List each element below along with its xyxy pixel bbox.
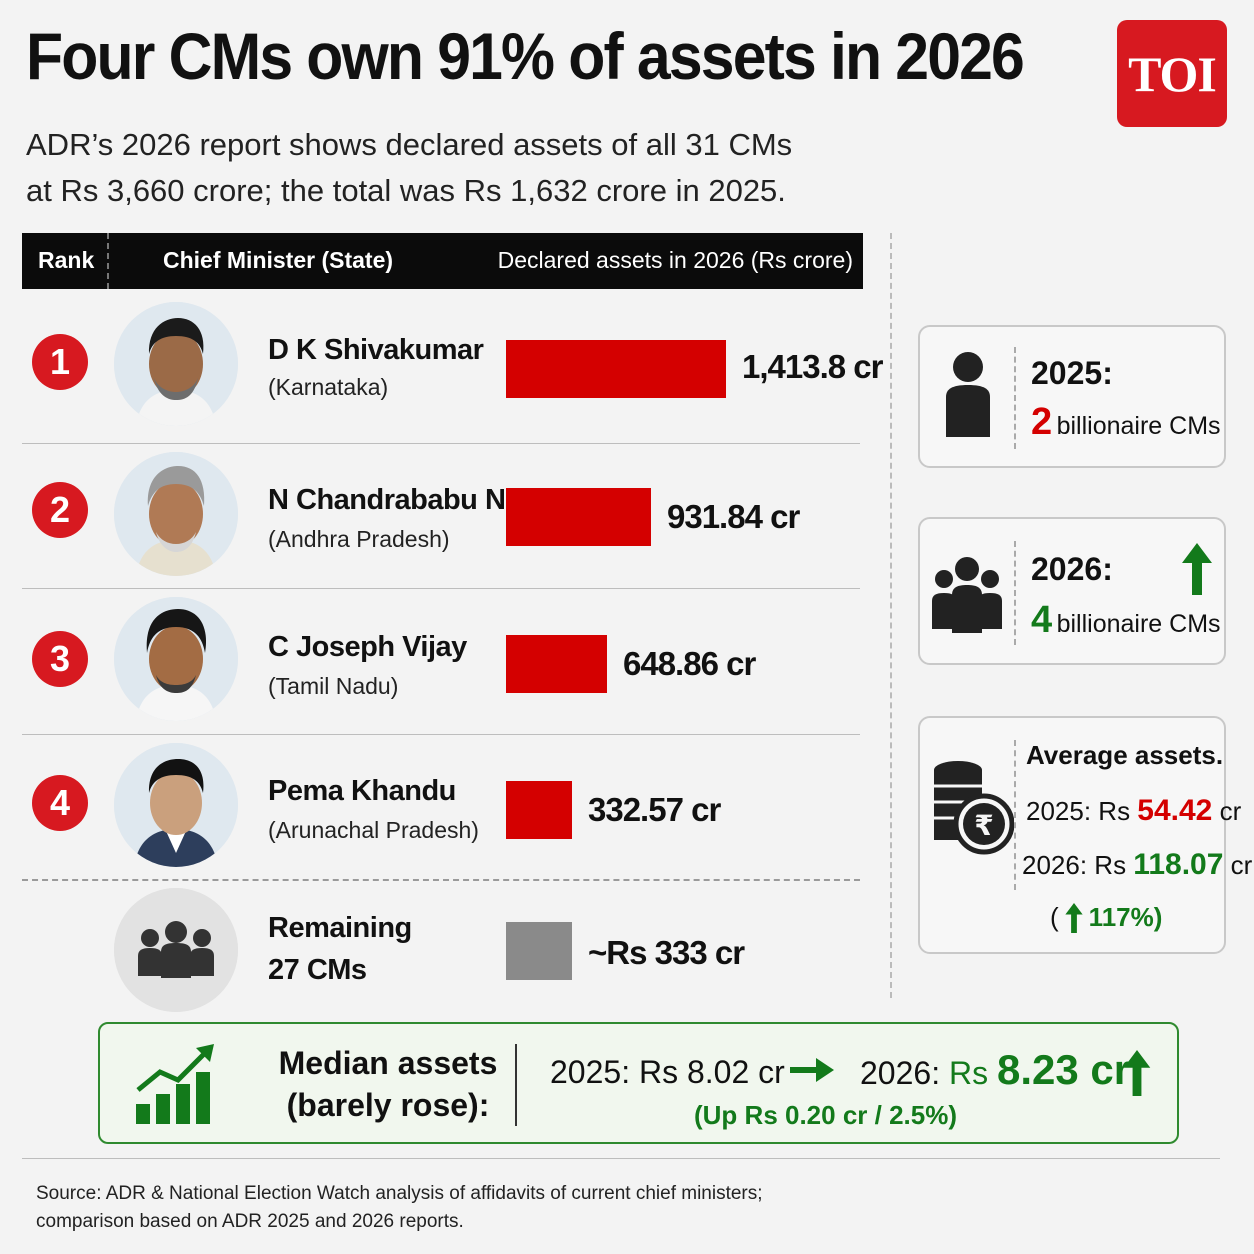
rank-badge: 4 [32,775,88,831]
up-arrow-icon [1065,902,1083,933]
cm-state: (Tamil Nadu) [268,673,399,699]
table-row: 3 C Joseph Vijay (Tamil Nadu) 648.86 cr [22,589,860,735]
cm-name: C Joseph Vijay [268,631,467,663]
remaining-line-2: 27 CMs [268,954,367,986]
card-year: 2025: [1031,355,1113,391]
billionaire-label: billionaire CMs [1056,412,1221,440]
svg-text:₹: ₹ [974,809,993,842]
cm-name: Pema Khandu [268,775,456,807]
average-2026-prefix: 2026: Rs [1022,850,1134,880]
group-avatar [114,888,238,1012]
cm-name: D K Shivakumar [268,334,484,366]
table-row-remaining: Remaining 27 CMs ~Rs 333 cr [22,882,860,1012]
average-change: ( 117%) [1050,902,1162,933]
table-header: Rank Chief Minister (State) Declared ass… [22,233,863,289]
cm-state: (Andhra Pradesh) [268,526,450,552]
right-arrow-icon [790,1058,834,1082]
median-change: (Up Rs 0.20 cr / 2.5%) [694,1100,957,1130]
median-2026-prefix: Rs [948,1055,997,1091]
card-billionaires-2025: 2025: 2 billionaire CMs [918,325,1226,468]
table-row: 2 N Chandrababu Naidu (Andhra Pradesh) 9… [22,444,860,589]
avatar [114,452,238,576]
billionaire-count: 2 [1031,401,1053,443]
bar-naidu [506,488,651,546]
coins-rupee-icon: ₹ [934,761,1014,855]
card-divider [1014,740,1016,890]
subtitle-line-1: ADR’s 2026 report shows declared assets … [26,127,793,162]
average-2026-suffix: cr [1223,850,1253,880]
billionaire-count: 4 [1031,599,1053,641]
average-2025-prefix: 2025: Rs [1026,796,1138,826]
rank-badge: 3 [32,631,88,687]
median-divider [515,1044,517,1126]
rank-badge: 2 [32,482,88,538]
average-2025-suffix: cr [1212,796,1242,826]
card-year: 2026: [1031,551,1113,587]
toi-logo: TOI [1117,20,1227,127]
remaining-line-1: Remaining [268,912,412,944]
value-label: 648.86 cr [623,645,756,682]
average-title: Average assets. [1026,740,1224,770]
median-title-line-2: (barely rose): [286,1087,490,1123]
source-line-1: Source: ADR & National Election Watch an… [36,1183,763,1204]
up-arrow-icon [1182,543,1212,595]
footer-divider [22,1158,1220,1159]
value-label: 1,413.8 cr [742,348,883,385]
rank-badge: 1 [32,334,88,390]
header-rank: Rank [38,247,95,273]
column-divider [890,233,892,998]
source-line-2: comparison based on ADR 2025 and 2026 re… [36,1211,464,1232]
table-row: 1 D K Shivakumar (Karnataka) 1,413.8 cr [22,290,883,444]
median-2026-label: 2026: [860,1055,941,1091]
median-2026-value: 8.23 cr [996,1046,1131,1093]
header-assets: Declared assets in 2026 (Rs crore) [497,247,853,273]
card-divider [1014,347,1016,449]
cm-state: (Karnataka) [268,374,389,400]
average-2025-value: 54.42 [1137,794,1213,827]
median-2025: 2025: Rs 8.02 cr [550,1054,785,1090]
avatar [114,302,238,426]
average-2025: 2025: Rs 54.42 cr [1026,794,1241,828]
median-assets-box: Median assets (barely rose): 2025: Rs 8.… [98,1022,1179,1144]
card-divider [1014,541,1016,645]
cm-state: (Arunachal Pradesh) [268,817,479,843]
median-title-line-1: Median assets [278,1045,498,1081]
bar-khandu [506,781,572,839]
value-label: 931.84 cr [667,498,800,535]
card-billionaires-2026: 2026: 4 billionaire CMs [918,517,1226,665]
billionaire-label: billionaire CMs [1056,610,1221,638]
source-note: Source: ADR & National Election Watch an… [36,1180,936,1236]
average-change-value: 117%) [1088,902,1163,932]
average-2026: 2026: Rs 118.07 cr [1022,848,1252,882]
person-icon [946,352,990,437]
average-2026-value: 118.07 [1133,848,1224,881]
avatar [114,743,238,867]
person-portrait-icon [114,597,238,721]
header-divider [107,233,109,289]
subtitle-line-2: at Rs 3,660 crore; the total was Rs 1,63… [26,173,786,208]
person-portrait-icon [114,302,238,426]
group-people-icon [114,888,238,1012]
bar-vijay [506,635,607,693]
card-average-assets: ₹ Average assets. 2025: Rs 54.42 cr 2026… [918,716,1252,954]
subtitle: ADR’s 2026 report shows declared assets … [26,122,906,214]
median-title: Median assets (barely rose): [273,1042,503,1126]
header-chief-minister: Chief Minister (State) [163,247,394,273]
card-count-line: 4 billionaire CMs [1031,599,1221,642]
median-2026: 2026: Rs 8.23 cr [860,1046,1130,1094]
person-portrait-icon [114,452,238,576]
bar-remaining [506,922,572,980]
card-count-line: 2 billionaire CMs [1031,401,1221,444]
table-row: 4 Pema Khandu (Arunachal Pradesh) 332.57… [22,735,860,881]
people-group-icon [932,557,1002,633]
up-arrow-icon [1123,1050,1151,1096]
growth-chart-icon [136,1044,214,1124]
average-change-open: ( [1050,902,1059,932]
bar-shivakumar [506,340,726,398]
page-title: Four CMs own 91% of assets in 2026 [26,19,1025,93]
value-label: 332.57 cr [588,791,721,828]
avatar [114,597,238,721]
person-portrait-icon [114,743,238,867]
value-label: ~Rs 333 cr [588,934,745,971]
